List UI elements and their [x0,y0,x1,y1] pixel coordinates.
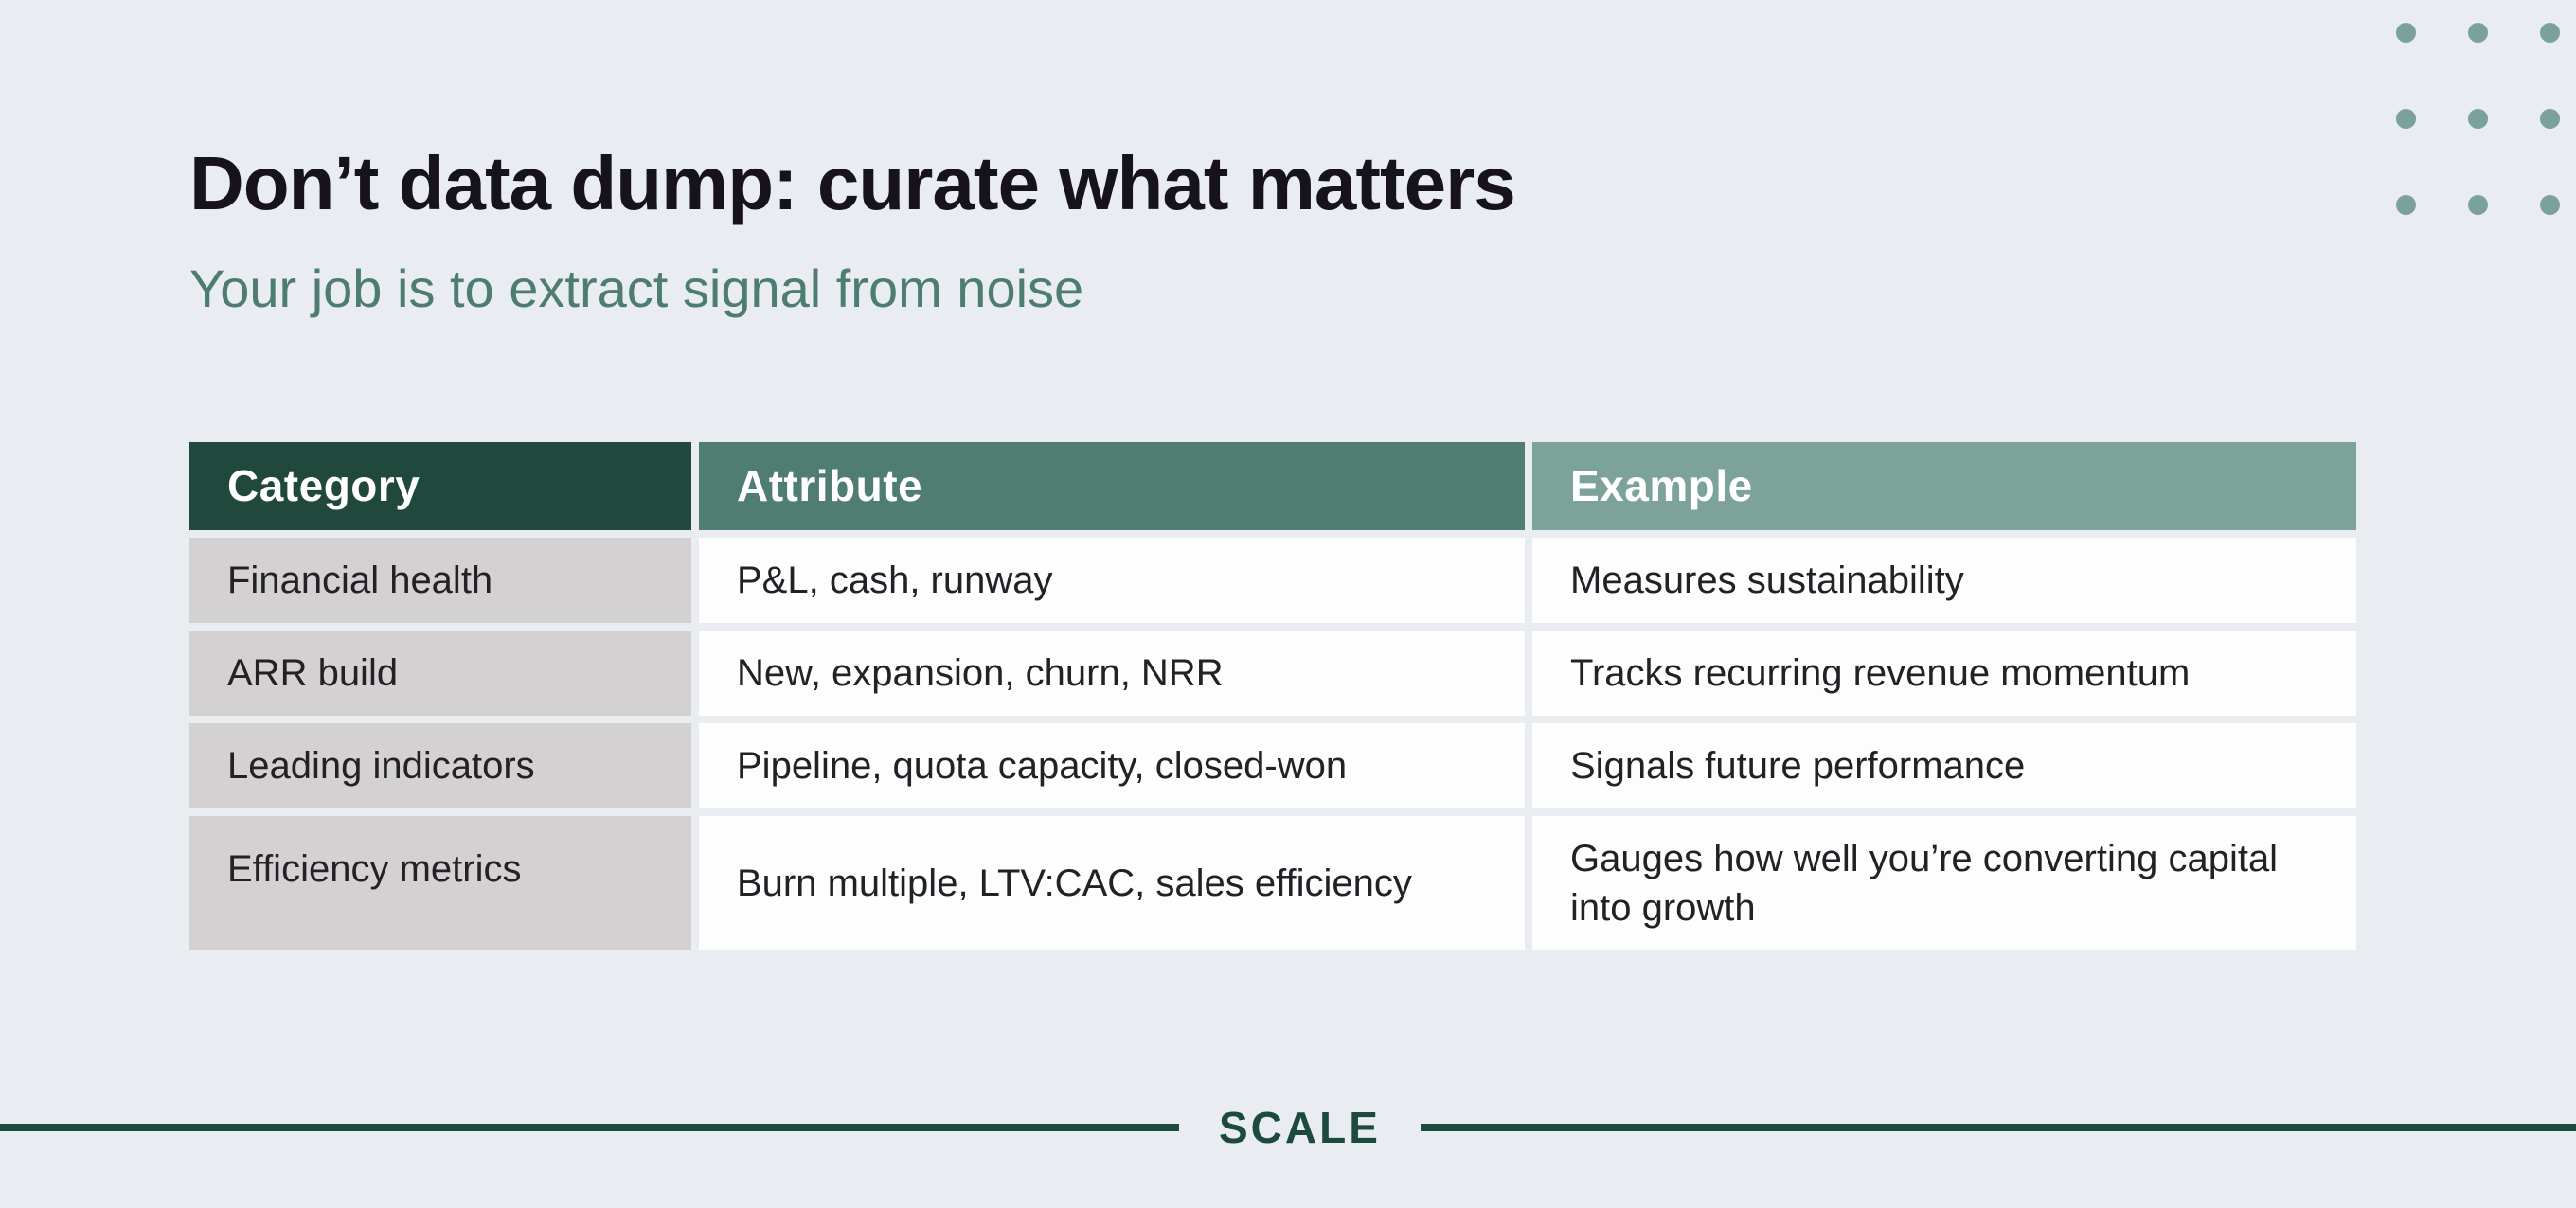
table-cell-category: Leading indicators [189,723,691,808]
table-cell-attribute: Burn multiple, LTV:CAC, sales efficiency [699,816,1525,950]
table-cell-example: Gauges how well you’re converting capita… [1532,816,2356,950]
table-cell-attribute: Pipeline, quota capacity, closed-won [699,723,1525,808]
table-cell-attribute: New, expansion, churn, NRR [699,631,1525,716]
table-cell-example: Tracks recurring revenue momentum [1532,631,2356,716]
brand-logo: SCALE [1219,1103,1381,1152]
dot-icon [2540,23,2560,43]
dot-icon [2540,195,2560,215]
dot-icon [2468,109,2488,129]
dot-icon [2468,195,2488,215]
table-header-category: Category [189,442,691,530]
dot-icon [2396,195,2416,215]
table-cell-attribute: P&L, cash, runway [699,538,1525,623]
table-cell-example: Measures sustainability [1532,538,2356,623]
dot-icon [2396,23,2416,43]
table-cell-category: Efficiency metrics [189,816,691,950]
dot-icon [2396,109,2416,129]
table-header-attribute: Attribute [699,442,1525,530]
metrics-table: Category Attribute Example Financial hea… [189,442,2356,950]
table-cell-category: ARR build [189,631,691,716]
decor-dot-grid [2396,23,2560,215]
table-cell-category: Financial health [189,538,691,623]
footer-rule-right [1420,1124,2576,1131]
dot-icon [2468,23,2488,43]
slide-title: Don’t data dump: curate what matters [189,141,1516,225]
slide-subtitle: Your job is to extract signal from noise [189,258,1084,318]
table-cell-example: Signals future performance [1532,723,2356,808]
table-header-example: Example [1532,442,2356,530]
footer-rule-left [0,1124,1179,1131]
footer: SCALE [0,1098,2576,1157]
dot-icon [2540,109,2560,129]
